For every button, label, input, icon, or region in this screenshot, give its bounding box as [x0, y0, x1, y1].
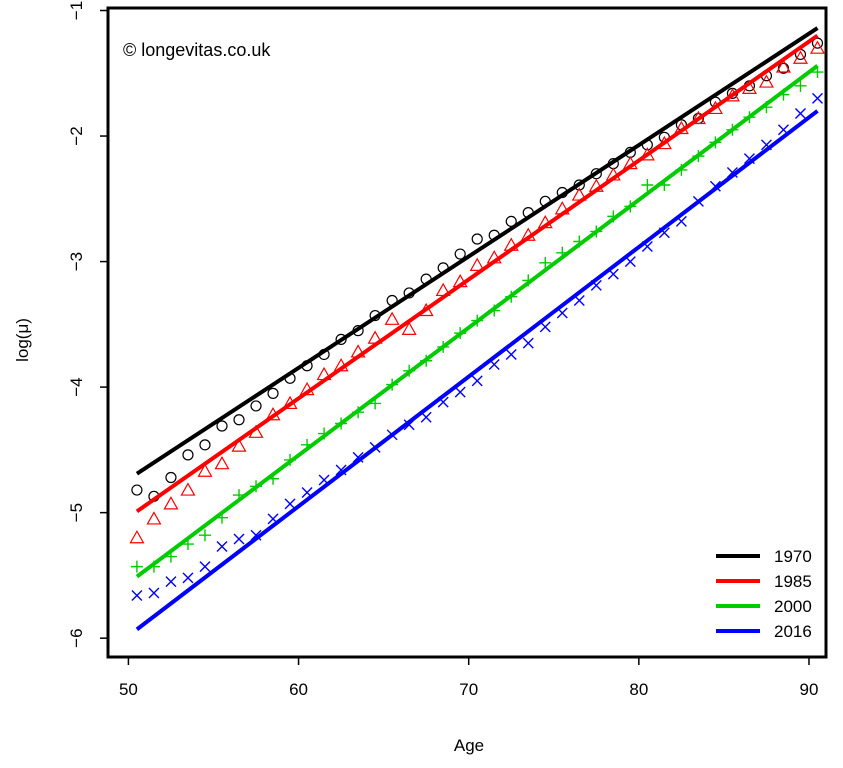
data-point [199, 439, 211, 451]
legend-label: 2016 [774, 622, 812, 641]
data-point [182, 572, 194, 584]
y-tick-label: −1 [67, 1, 86, 20]
data-point [505, 348, 517, 360]
data-point [216, 420, 228, 432]
data-point [811, 37, 824, 49]
data-point [130, 560, 143, 573]
y-axis-title: log(μ) [13, 318, 32, 362]
data-point [163, 496, 179, 510]
data-point [182, 449, 194, 461]
data-point [794, 79, 807, 92]
data-point [809, 40, 826, 54]
legend-label: 2000 [774, 597, 812, 616]
y-tick-label: −2 [67, 126, 86, 145]
y-tick-label: −3 [67, 252, 86, 271]
data-point [792, 50, 809, 64]
data-point [539, 256, 552, 269]
data-point [231, 438, 247, 452]
data-point [146, 511, 162, 525]
data-point [401, 321, 417, 335]
y-tick-label: −4 [67, 377, 86, 396]
x-tick-label: 50 [119, 680, 138, 699]
data-point [165, 471, 177, 484]
series-line [135, 33, 819, 514]
legend-label: 1985 [774, 572, 812, 591]
series-line [135, 109, 819, 631]
data-point [214, 455, 230, 470]
data-point [775, 59, 791, 73]
data-point [148, 587, 160, 599]
data-point [129, 530, 145, 544]
plot-frame [106, 6, 828, 659]
x-axis-title: Age [454, 736, 484, 755]
series-line [135, 64, 819, 579]
data-point [794, 107, 806, 119]
x-tick-label: 90 [800, 680, 819, 699]
series-2016 [131, 92, 823, 631]
data-point [267, 387, 279, 399]
series-1985 [129, 33, 826, 544]
data-point [180, 482, 196, 496]
data-point [641, 179, 654, 191]
data-point [811, 92, 823, 104]
data-point [454, 248, 466, 260]
data-point [131, 484, 143, 496]
data-point [454, 386, 466, 398]
legend-label: 1970 [774, 547, 812, 566]
series-line [135, 26, 819, 476]
x-tick-label: 70 [459, 680, 478, 699]
chart-annotation: © longevitas.co.uk [123, 40, 271, 60]
data-point [165, 576, 177, 588]
y-tick-label: −6 [67, 628, 86, 647]
data-point [233, 533, 245, 545]
data-point [250, 400, 262, 412]
data-point [522, 337, 534, 349]
data-point [469, 257, 485, 271]
data-point [539, 321, 551, 333]
data-point [197, 463, 213, 477]
data-point [199, 561, 211, 573]
data-point [471, 375, 483, 387]
x-tick-label: 60 [289, 680, 308, 699]
data-point [198, 529, 211, 542]
data-point [284, 498, 296, 510]
y-tick-label: −5 [67, 503, 86, 522]
data-point [131, 589, 143, 601]
series-2000 [130, 64, 824, 579]
x-tick-label: 80 [629, 680, 648, 699]
data-point [471, 233, 483, 245]
legend: 1970 1985 2000 2016 [716, 547, 812, 641]
series-1970 [131, 26, 824, 502]
data-point [216, 541, 228, 553]
data-point [758, 74, 774, 88]
data-point [335, 333, 347, 346]
data-point [384, 311, 400, 325]
data-point [233, 414, 245, 426]
